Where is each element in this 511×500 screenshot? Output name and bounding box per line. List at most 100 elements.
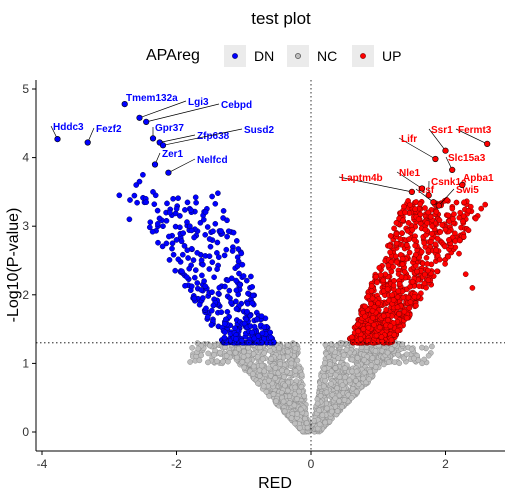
dn-point [212, 200, 219, 207]
nc-point [241, 364, 247, 371]
up-point [450, 216, 456, 222]
dn-point [210, 228, 216, 235]
plot-area: Tmem132a Lgi3 Cebpd Hddc3 Fezf2 Gpr37 Zfp638 Su… [36, 80, 505, 451]
gene-label: Nelfcd [197, 155, 228, 166]
dn-point [251, 323, 258, 330]
dn-point [250, 292, 256, 299]
labeled-gene-point [165, 169, 172, 176]
nc-point [336, 398, 342, 404]
dn-point [180, 230, 187, 236]
up-point [412, 206, 419, 212]
up-point [446, 237, 452, 243]
nc-point [233, 354, 240, 361]
dn-point [233, 306, 240, 312]
dn-point [234, 263, 241, 269]
dn-point [224, 277, 231, 284]
dn-point [166, 209, 173, 216]
y-tick-label: 2 [22, 288, 29, 302]
labeled-gene-point [143, 118, 150, 125]
dn-point [191, 234, 197, 241]
dn-point [170, 251, 177, 258]
dn-point [179, 268, 185, 275]
dn-point [206, 266, 213, 272]
nc-point [223, 353, 230, 359]
dn-point [170, 195, 176, 202]
nc-point [281, 373, 287, 380]
up-point [407, 299, 414, 306]
nc-point [268, 356, 275, 362]
dn-point [258, 313, 265, 320]
up-point [412, 242, 418, 249]
gene-label: Fezf2 [96, 124, 122, 135]
dn-point [166, 233, 172, 240]
nc-point [316, 421, 323, 428]
up-point [401, 203, 407, 210]
nc-point [322, 341, 329, 348]
dn-point [175, 256, 182, 263]
dn-point [150, 189, 156, 195]
nc-point [342, 365, 348, 372]
nc-point [334, 408, 341, 414]
legend-key-nc-symbol [295, 53, 301, 59]
nc-point [256, 367, 263, 374]
dn-point [224, 233, 230, 240]
up-point [418, 248, 425, 255]
nc-point [353, 388, 360, 395]
nc-point [298, 371, 305, 378]
nc-point [187, 359, 193, 365]
nc-point [369, 355, 376, 361]
legend-label-dn: DN [254, 48, 274, 64]
dn-point [222, 283, 228, 290]
nc-point [366, 376, 372, 383]
nc-point [361, 369, 368, 376]
up-points [346, 196, 489, 346]
up-point [399, 255, 406, 262]
x-axis-ticks: -4 -2 0 2 [37, 451, 449, 471]
up-point [375, 300, 382, 307]
legend: APAreg DN NC UP [146, 45, 401, 67]
gene-label-leader [415, 188, 434, 203]
up-point [457, 209, 464, 216]
gene-label: Tmem132a [126, 93, 178, 104]
gene-label: Slc15a3 [448, 153, 486, 164]
nc-point [328, 381, 334, 387]
dn-point [221, 320, 228, 327]
gene-label-leader [139, 100, 187, 119]
gene-label-leader [159, 134, 196, 143]
up-point [416, 283, 423, 290]
up-point [393, 240, 400, 247]
up-point [451, 211, 457, 217]
up-point [380, 277, 387, 284]
legend-label-nc: NC [317, 48, 337, 64]
nc-point [250, 363, 257, 370]
nc-point [419, 360, 425, 367]
nc-point [279, 367, 285, 374]
up-point [398, 230, 405, 236]
dn-point [173, 237, 180, 243]
nc-point [294, 396, 300, 402]
nc-point [429, 343, 435, 350]
up-point [409, 227, 416, 233]
dn-point [224, 217, 230, 224]
nc-point [288, 415, 295, 421]
dn-point [207, 243, 214, 250]
dn-point [194, 280, 201, 286]
up-point [400, 217, 406, 224]
up-point [436, 217, 443, 224]
up-point [429, 223, 435, 230]
nc-point [291, 402, 298, 409]
gene-label: Lgi3 [188, 97, 209, 108]
up-point [396, 311, 402, 317]
dn-point [236, 270, 242, 277]
up-point [436, 256, 443, 263]
dn-point [227, 295, 233, 302]
dn-point [159, 243, 166, 250]
labeled-gene-point [54, 136, 61, 143]
dn-point [192, 267, 199, 273]
nc-point [314, 400, 321, 407]
nc-point [339, 382, 346, 389]
dn-point [187, 223, 193, 230]
nc-point [276, 345, 282, 351]
dn-point [226, 287, 233, 294]
y-tick-label: 0 [22, 425, 29, 439]
